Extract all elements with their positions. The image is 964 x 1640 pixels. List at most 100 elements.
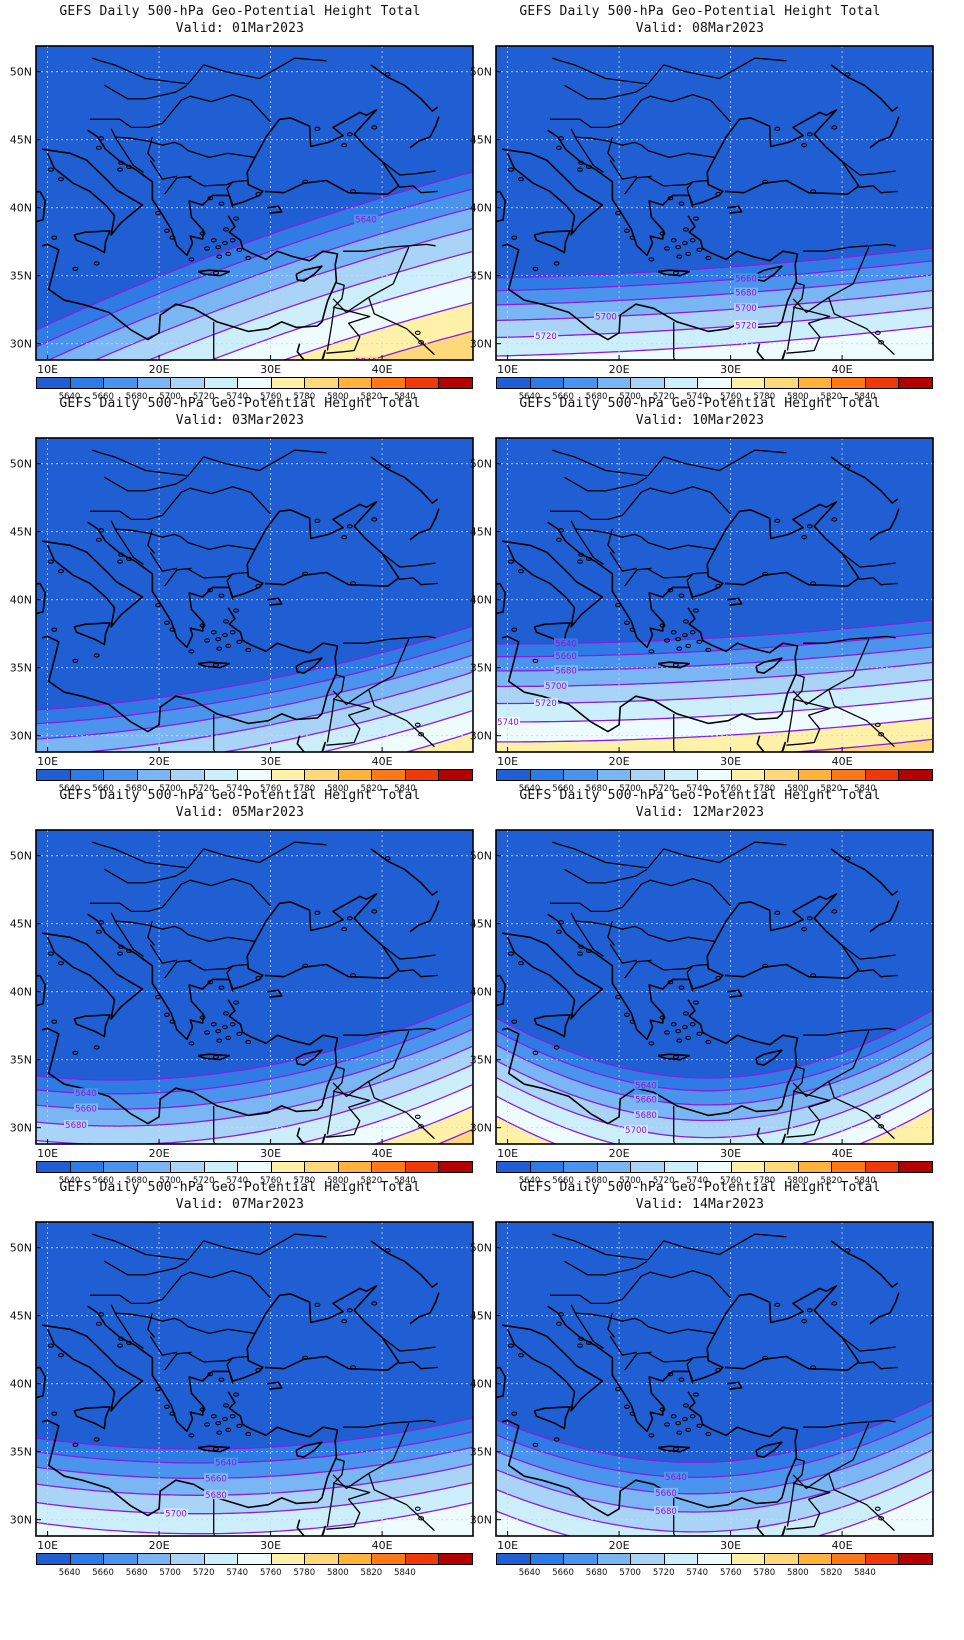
contour-line [36,1482,473,1515]
island [216,254,223,259]
colorbar-label: 5820 [360,1176,383,1186]
island [350,1365,357,1370]
island [578,160,585,165]
contour-line [496,274,933,306]
panel-valid-date: Valid: 05Mar2023 [175,805,305,820]
island [615,602,621,608]
country-border [564,1260,648,1276]
island [225,643,232,649]
island [384,464,391,469]
island [615,210,621,216]
colorbar-swatch [596,377,632,389]
island [118,1336,125,1341]
country-border [104,868,188,884]
lat-tick-label: 35N [10,270,32,283]
island [223,619,229,624]
colorbar-swatch [496,377,531,389]
island [878,1124,885,1129]
island [578,1336,585,1341]
island [659,623,666,628]
coastline [533,230,571,254]
country-border [180,144,256,159]
height-map: 5640 5660 5680 5700 5720 5740 50N 45N 40N 35N 30N 1… [470,437,934,768]
island [199,1015,206,1020]
colorbar-label: 5660 [552,1176,574,1186]
country-border [640,928,716,943]
island [586,1340,592,1346]
colorbar-label: 5840 [394,1176,416,1186]
country-border [786,306,831,354]
colorbar-swatch [69,769,105,781]
lat-tick-label: 50N [470,1242,492,1255]
island [555,537,562,542]
map-panel: GEFS Daily 500-hPa Geo-Potential Height … [0,392,480,800]
colorbar-label: 5800 [327,1176,349,1186]
colorbar-swatch [69,377,105,389]
island [648,1433,655,1438]
island [204,1030,210,1035]
island [188,1041,195,1046]
lat-tick-label: 30N [470,1514,492,1527]
colorbar-swatch [304,377,339,389]
colorbar-swatch [103,1553,138,1565]
coastline [657,269,691,277]
coastline [496,1366,507,1399]
contour-line [209,275,473,360]
map-area: 5640 5660 5680 5700 [36,1222,473,1536]
colorbar-swatch [438,769,473,781]
lat-tick-label: 40N [470,594,492,607]
contour-label: 5660 [75,1105,97,1115]
contour-label-bg [734,303,758,313]
island [163,1404,170,1409]
contour-label: 5720 [535,332,557,342]
country-border [549,1270,732,1305]
colorbar-swatch [730,1161,766,1173]
colorbar-label: 5760 [259,392,282,402]
colorbar-swatch [697,1161,732,1173]
lat-tick-label: 30N [10,1122,32,1135]
island [511,627,518,632]
island [117,1343,124,1348]
coastline [197,269,231,277]
country-border [828,297,895,356]
contour-line [93,228,473,360]
country-border [786,306,795,351]
island [507,559,514,564]
island [215,1028,222,1034]
island [245,1431,252,1437]
panel-valid-date: Valid: 03Mar2023 [175,413,305,428]
island [705,647,712,653]
colorbar-label: 5640 [518,1568,541,1578]
colorbar-swatch [203,377,239,389]
island [47,167,54,172]
map-panel: GEFS Daily 500-hPa Geo-Potential Height … [0,784,480,1192]
island [629,627,636,632]
country-border [333,1065,345,1092]
country-border [841,1336,896,1352]
island [555,145,562,150]
contour-line [787,738,933,752]
country-border [686,181,694,208]
country-border [841,552,896,568]
island [774,126,781,131]
colorbar-label: 5760 [719,1176,742,1186]
island [314,1302,321,1307]
country-border [841,944,896,960]
contour-label-bg [74,1088,98,1098]
island [553,1045,560,1050]
country-border [786,698,831,746]
lon-tick-label: 10E [37,1539,58,1552]
island [685,643,692,649]
country-border [786,1090,831,1138]
island [696,639,703,644]
contour-line [147,250,473,360]
island [874,1506,881,1511]
contour-line [496,697,933,723]
map-panel: GEFS Daily 500-hPa Geo-Potential Height … [0,0,480,408]
island [511,235,518,240]
lat-tick-label: 40N [470,986,492,999]
island [577,559,584,564]
island [648,1041,655,1046]
contour-label-bg [64,1120,88,1130]
colorbar-label: 5780 [753,784,776,794]
